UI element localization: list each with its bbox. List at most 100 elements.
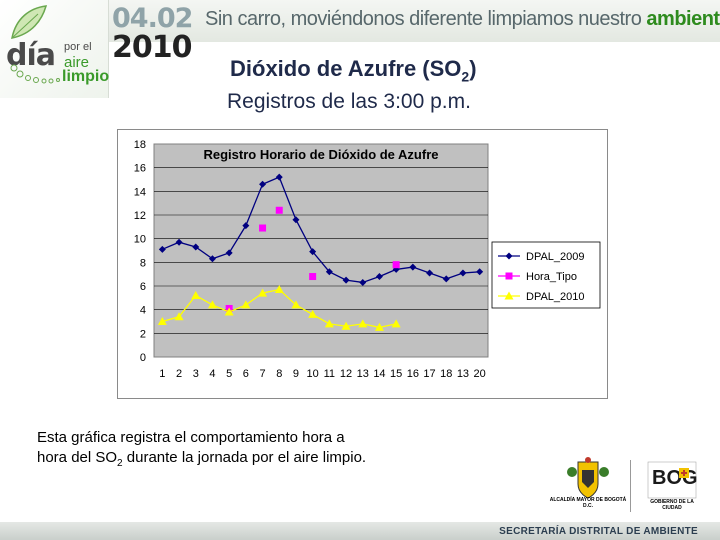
data-point-DPAL_2010: [174, 312, 184, 321]
data-point-DPAL_2010: [391, 319, 401, 328]
data-point-DPAL_2009: [275, 173, 283, 181]
data-point-DPAL_2009: [459, 269, 467, 277]
logo-limpio-text: limpio: [62, 68, 110, 85]
data-point-DPAL_2009: [409, 263, 417, 271]
data-point-DPAL_2010: [241, 300, 251, 309]
x-tick-label: 10: [307, 368, 319, 380]
x-tick-label: 14: [373, 368, 385, 380]
x-tick-label: 6: [243, 368, 249, 380]
footer-band: [0, 522, 720, 540]
x-tick-label: 4: [209, 368, 215, 380]
chart-caption: Esta gráfica registra el comportamiento …: [37, 428, 367, 474]
data-point-DPAL_2009: [476, 268, 484, 276]
x-tick-label: 17: [423, 368, 435, 380]
caption-part1: Esta gráfica registra el comportamiento …: [37, 429, 345, 466]
bog-subtitle: GOBIERNO DE LA CIUDAD: [650, 499, 694, 511]
bubbles-icon: [10, 64, 60, 84]
bog-logo: BOG: [647, 461, 698, 499]
x-tick-label: 1: [159, 368, 165, 380]
data-point-DPAL_2009: [158, 245, 166, 253]
legend-marker: [505, 272, 513, 280]
data-point-Hora_Tipo: [309, 273, 317, 281]
data-point-DPAL_2009: [292, 216, 300, 224]
data-point-DPAL_2009: [359, 278, 367, 286]
plot-area: [153, 143, 489, 358]
logo-aire-text: aire: [64, 54, 90, 71]
x-tick-label: 11: [324, 368, 335, 380]
legend-label: Hora_Tipo: [526, 271, 577, 283]
data-point-DPAL_2010: [374, 322, 384, 331]
chart-title: Registro Horario de Dióxido de Azufre: [204, 147, 439, 162]
legend-marker: [504, 291, 514, 300]
slogan-highlight: ambiente: [646, 8, 720, 30]
x-tick-label: 18: [440, 368, 452, 380]
header-band: [0, 0, 720, 42]
caption-part2: durante la jornada por el aire limpio.: [122, 449, 367, 466]
y-tick-label: 18: [134, 139, 146, 151]
secretaria-label: SECRETARÍA DISTRITAL DE AMBIENTE: [499, 526, 698, 537]
y-tick-label: 10: [134, 234, 146, 246]
data-point-DPAL_2009: [208, 255, 216, 263]
data-point-DPAL_2009: [225, 249, 233, 257]
x-tick-label: 20: [474, 368, 486, 380]
x-tick-label: 5: [226, 368, 232, 380]
x-tick-label: 9: [293, 368, 299, 380]
data-point-DPAL_2009: [426, 269, 434, 277]
series-line-0: [162, 176, 480, 284]
dia-aire-limpio-logo: día por el aire limpio: [0, 0, 109, 98]
legend-label: DPAL_2010: [526, 291, 585, 303]
slide-title: Dióxido de Azufre (SO2): [230, 56, 477, 84]
y-tick-label: 6: [140, 281, 146, 293]
logo-divider: [630, 460, 631, 512]
data-point-DPAL_2009: [259, 180, 267, 188]
slogan: Sin carro, moviéndonos diferente limpiam…: [205, 8, 720, 31]
data-point-DPAL_2010: [308, 309, 318, 318]
bogota-coat-of-arms-icon: [567, 457, 609, 499]
legend-label: DPAL_2009: [526, 251, 585, 263]
data-point-DPAL_2009: [325, 268, 333, 276]
y-tick-label: 8: [140, 257, 146, 269]
data-point-DPAL_2010: [157, 317, 167, 325]
y-tick-label: 2: [140, 328, 146, 340]
x-tick-label: 8: [276, 368, 282, 380]
event-date: 04.02: [112, 3, 193, 34]
x-tick-label: 13: [357, 368, 369, 380]
slide-title-suffix: ): [469, 56, 477, 81]
slogan-main: Sin carro, moviéndonos diferente limpiam…: [205, 8, 647, 30]
event-year: 2010: [112, 30, 192, 65]
data-point-DPAL_2010: [207, 300, 217, 309]
data-point-DPAL_2009: [342, 276, 350, 284]
y-tick-label: 14: [134, 186, 146, 198]
data-point-DPAL_2010: [258, 288, 268, 297]
x-tick-label: 2: [176, 368, 182, 380]
data-point-DPAL_2010: [191, 290, 201, 299]
leaf-icon: [11, 5, 48, 39]
data-point-DPAL_2009: [309, 248, 317, 256]
data-point-Hora_Tipo: [392, 261, 400, 269]
data-point-DPAL_2009: [375, 273, 383, 281]
data-point-DPAL_2010: [341, 321, 351, 330]
data-point-DPAL_2010: [324, 319, 334, 328]
data-point-DPAL_2009: [442, 275, 450, 283]
legend-marker: [505, 252, 513, 260]
alcaldia-label: ALCALDÍA MAYOR DE BOGOTÁ D.C.: [549, 497, 627, 509]
data-point-Hora_Tipo: [275, 206, 283, 214]
slide-title-prefix: Dióxido de Azufre (SO: [230, 56, 462, 81]
y-tick-label: 0: [140, 352, 146, 364]
x-tick-label: 12: [340, 368, 352, 380]
x-tick-label: 7: [259, 368, 265, 380]
data-point-DPAL_2010: [274, 285, 284, 294]
data-point-DPAL_2010: [291, 300, 301, 309]
data-point-DPAL_2010: [358, 319, 368, 328]
x-tick-label: 13: [457, 368, 469, 380]
slide-title-subscript: 2: [461, 68, 470, 85]
data-point-DPAL_2009: [192, 243, 200, 251]
caption-subscript: 2: [117, 458, 123, 469]
x-tick-label: 15: [390, 368, 402, 380]
y-tick-label: 12: [134, 210, 146, 222]
chart-container: 0 2 4 6 8 10 12 14 16 18 1 2 3 4 5 6 7 8 9 10 11 12 13 14 15 16 17…: [117, 129, 608, 399]
data-point-DPAL_2010: [224, 307, 234, 316]
logo-dia-text: día: [6, 38, 56, 73]
x-tick-label: 16: [407, 368, 419, 380]
data-point-DPAL_2009: [242, 222, 250, 230]
